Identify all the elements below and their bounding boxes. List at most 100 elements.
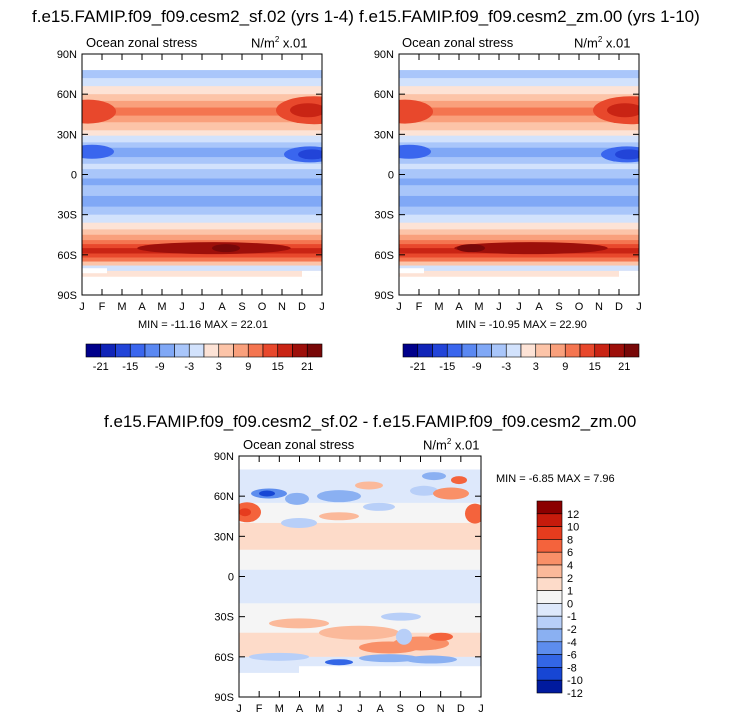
red-patch <box>433 487 469 500</box>
contour-band <box>399 265 639 272</box>
panel1-colorbar-label: 3 <box>216 361 222 373</box>
panel3-ytick-label: 90S <box>214 692 234 704</box>
contour-band <box>399 178 639 186</box>
contour-band <box>239 549 481 571</box>
red-patch <box>451 476 467 485</box>
panel1-xtick-label: S <box>238 301 245 313</box>
contour-band <box>82 86 322 95</box>
panel3-xtick-label: S <box>397 703 404 715</box>
panel2-colorbar-box <box>535 343 551 358</box>
panel1-colorbar-label: -3 <box>184 361 194 373</box>
panel1-xtick-label: O <box>258 301 267 313</box>
panel3-colorbar-label: -8 <box>567 662 577 674</box>
panel2-colorbar-label: -3 <box>501 361 511 373</box>
contour-band <box>399 100 639 109</box>
panel3-colorbar-label: 6 <box>567 547 573 559</box>
contour-band <box>399 70 639 79</box>
panel2-xtick-label: D <box>615 301 623 313</box>
jet-east-core <box>607 103 639 118</box>
contour-band <box>399 195 639 208</box>
panel2-colorbar-box <box>520 343 537 358</box>
contour-band <box>399 270 639 277</box>
land-mask <box>239 672 299 697</box>
contour-band <box>399 86 639 95</box>
panel3-colorbar-label: 0 <box>567 598 573 610</box>
panel1-colorbar-label: 15 <box>272 361 284 373</box>
panel3-xtick-label: M <box>315 703 324 715</box>
panel3-ytick-label: 60N <box>214 491 234 503</box>
panel3-left-label: Ocean zonal stress <box>243 437 355 452</box>
panel2-colorbar-label: -9 <box>472 361 482 373</box>
contour-band <box>82 214 322 224</box>
panel3-units-base: N/m <box>423 437 447 453</box>
panel1-colorbar-box <box>159 343 175 358</box>
land-mask <box>619 270 639 277</box>
panel2-colorbar-box <box>623 343 640 358</box>
panel2-units-base: N/m <box>574 35 598 51</box>
panel1-colorbar-box <box>262 343 279 358</box>
contour-band <box>82 94 322 102</box>
panel3-colorbar-label: -2 <box>567 624 577 636</box>
land-mask <box>302 270 322 277</box>
jet-east-core <box>290 103 322 118</box>
panel1-colorbar-box <box>218 343 234 358</box>
panel2-field <box>399 54 639 295</box>
panel3-colorbar-box <box>536 679 563 694</box>
panel3-xtick-label: N <box>437 703 445 715</box>
panel3-colorbar-box <box>536 564 563 579</box>
panel1-title: f.e15.FAMIP.f09_f09.cesm2_sf.02 (yrs 1-4… <box>32 7 354 26</box>
panel1-colorbar-label: 9 <box>245 361 251 373</box>
land-mask <box>82 268 107 274</box>
panel2-colorbar-box <box>446 343 463 358</box>
trade-west-blob <box>82 144 114 159</box>
panel1-ytick-label: 60N <box>57 89 77 101</box>
panel1-field <box>82 54 322 295</box>
contour-band <box>239 569 481 604</box>
panel2-xtick-label: J <box>516 301 522 313</box>
panel1-xtick-label: M <box>157 301 166 313</box>
blue-patch <box>381 612 421 621</box>
panel1-colorbar-box <box>306 343 323 358</box>
panel3-colorbar-label: 4 <box>567 560 573 572</box>
blue-patch <box>422 472 446 481</box>
contour-band <box>82 142 322 149</box>
panel3-ytick-label: 0 <box>228 572 234 584</box>
panel1-units-suffix: x.01 <box>279 35 308 51</box>
panel3-colorbar-label: 12 <box>567 509 579 521</box>
contour-band <box>399 261 639 267</box>
panel3-field <box>239 456 481 697</box>
panel1-xtick-label: N <box>278 301 286 313</box>
panel3-colorbar-box <box>536 590 563 604</box>
trade-west-blob <box>399 144 431 159</box>
panel1-xtick-label: J <box>199 301 205 313</box>
contour-band <box>399 94 639 102</box>
panel3-xtick-label: O <box>416 703 425 715</box>
contour-band <box>82 206 322 216</box>
panel1-stats: MIN = -11.16 MAX = 22.01 <box>138 319 269 331</box>
red-core <box>239 508 251 517</box>
panel2-xtick-label: M <box>474 301 483 313</box>
panel2-colorbar-box <box>476 343 492 358</box>
panel3-colorbar-box <box>536 628 563 643</box>
panel1-colorbar-label: -9 <box>155 361 165 373</box>
contour-band <box>399 214 639 224</box>
contour-band <box>399 157 639 165</box>
panel1-ytick-label: 90S <box>57 290 77 302</box>
panel3-colorbar-label: -10 <box>567 675 583 687</box>
jet-west-blob <box>82 99 116 124</box>
panel3-colorbar-box <box>536 551 563 566</box>
panel3-units-suffix: x.01 <box>451 437 480 453</box>
contour-band <box>82 100 322 109</box>
panel2-units: N/m2 x.01 <box>574 35 630 50</box>
contour-band <box>399 130 639 137</box>
contour-band <box>82 253 322 259</box>
panel3-xtick-label: M <box>275 703 284 715</box>
red-patch <box>429 632 453 641</box>
panel3-ytick-label: 30S <box>214 612 234 624</box>
blue-patch <box>249 652 309 661</box>
contour-band <box>399 78 639 87</box>
panel2-ytick-label: 90N <box>374 49 394 61</box>
blue-patch <box>396 628 412 645</box>
panel2-colorbar-label: -15 <box>439 361 455 373</box>
